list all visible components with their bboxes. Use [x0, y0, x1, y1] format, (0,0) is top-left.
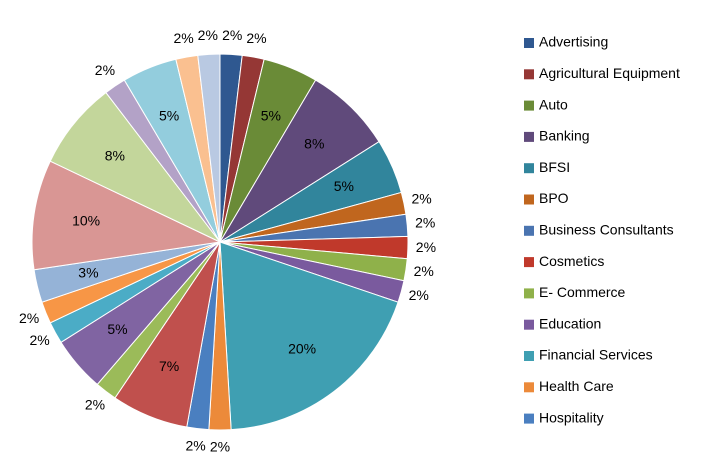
legend-label: Agricultural Equipment: [539, 65, 680, 81]
pie-slice: [31, 160, 222, 271]
legend-label: Health Care: [539, 378, 614, 394]
legend-label: Business Consultants: [539, 222, 674, 238]
legend-swatch: [524, 194, 534, 205]
data-label: 20%: [288, 340, 316, 356]
legend-label: E- Commerce: [539, 284, 626, 300]
data-label: 2%: [416, 239, 436, 255]
data-label: 2%: [95, 62, 115, 78]
legend-label: Auto: [539, 96, 568, 112]
legend-swatch: [524, 319, 534, 330]
data-label: 2%: [246, 30, 266, 46]
legend-swatch: [524, 257, 534, 268]
legend-swatch: [524, 225, 534, 236]
data-label: 8%: [304, 136, 324, 152]
data-label: 5%: [107, 321, 127, 337]
legend-label: Banking: [539, 128, 590, 144]
data-label: 3%: [78, 264, 98, 280]
legend-swatch: [524, 38, 534, 48]
legend-label: Hospitality: [539, 409, 604, 425]
data-label: 2%: [186, 437, 206, 453]
data-label: 8%: [105, 147, 125, 163]
legend-label: Cosmetics: [539, 253, 604, 269]
data-label: 2%: [85, 396, 105, 412]
data-label: 5%: [159, 107, 179, 123]
data-label: 2%: [19, 310, 39, 326]
legend-label: Advertising: [539, 34, 608, 50]
data-label: 5%: [261, 107, 281, 123]
legend-label: Financial Services: [539, 347, 653, 363]
data-label: 2%: [415, 214, 435, 230]
pie-slice: [197, 53, 221, 243]
legend-swatch: [524, 100, 534, 111]
data-label: 7%: [159, 358, 179, 374]
data-label: 2%: [29, 332, 49, 348]
legend-label: BFSI: [539, 159, 570, 175]
legend-swatch: [524, 288, 534, 299]
data-label: 2%: [409, 287, 429, 303]
legend-swatch: [524, 382, 534, 393]
legend-swatch: [524, 163, 534, 174]
legend-label: BPO: [539, 190, 569, 206]
data-label: 2%: [173, 30, 193, 46]
data-label: 2%: [210, 439, 230, 455]
data-label: 2%: [222, 27, 242, 43]
data-label: 2%: [414, 263, 434, 279]
legend-swatch: [524, 351, 534, 361]
data-label: 10%: [72, 213, 100, 229]
legend-swatch: [524, 69, 534, 80]
data-label: 2%: [198, 27, 218, 43]
legend-swatch: [524, 131, 534, 142]
legend-label: Education: [539, 315, 601, 331]
data-label: 2%: [411, 190, 431, 206]
pie-slice: [219, 241, 399, 431]
legend-swatch: [524, 413, 534, 424]
data-label: 5%: [334, 178, 354, 194]
